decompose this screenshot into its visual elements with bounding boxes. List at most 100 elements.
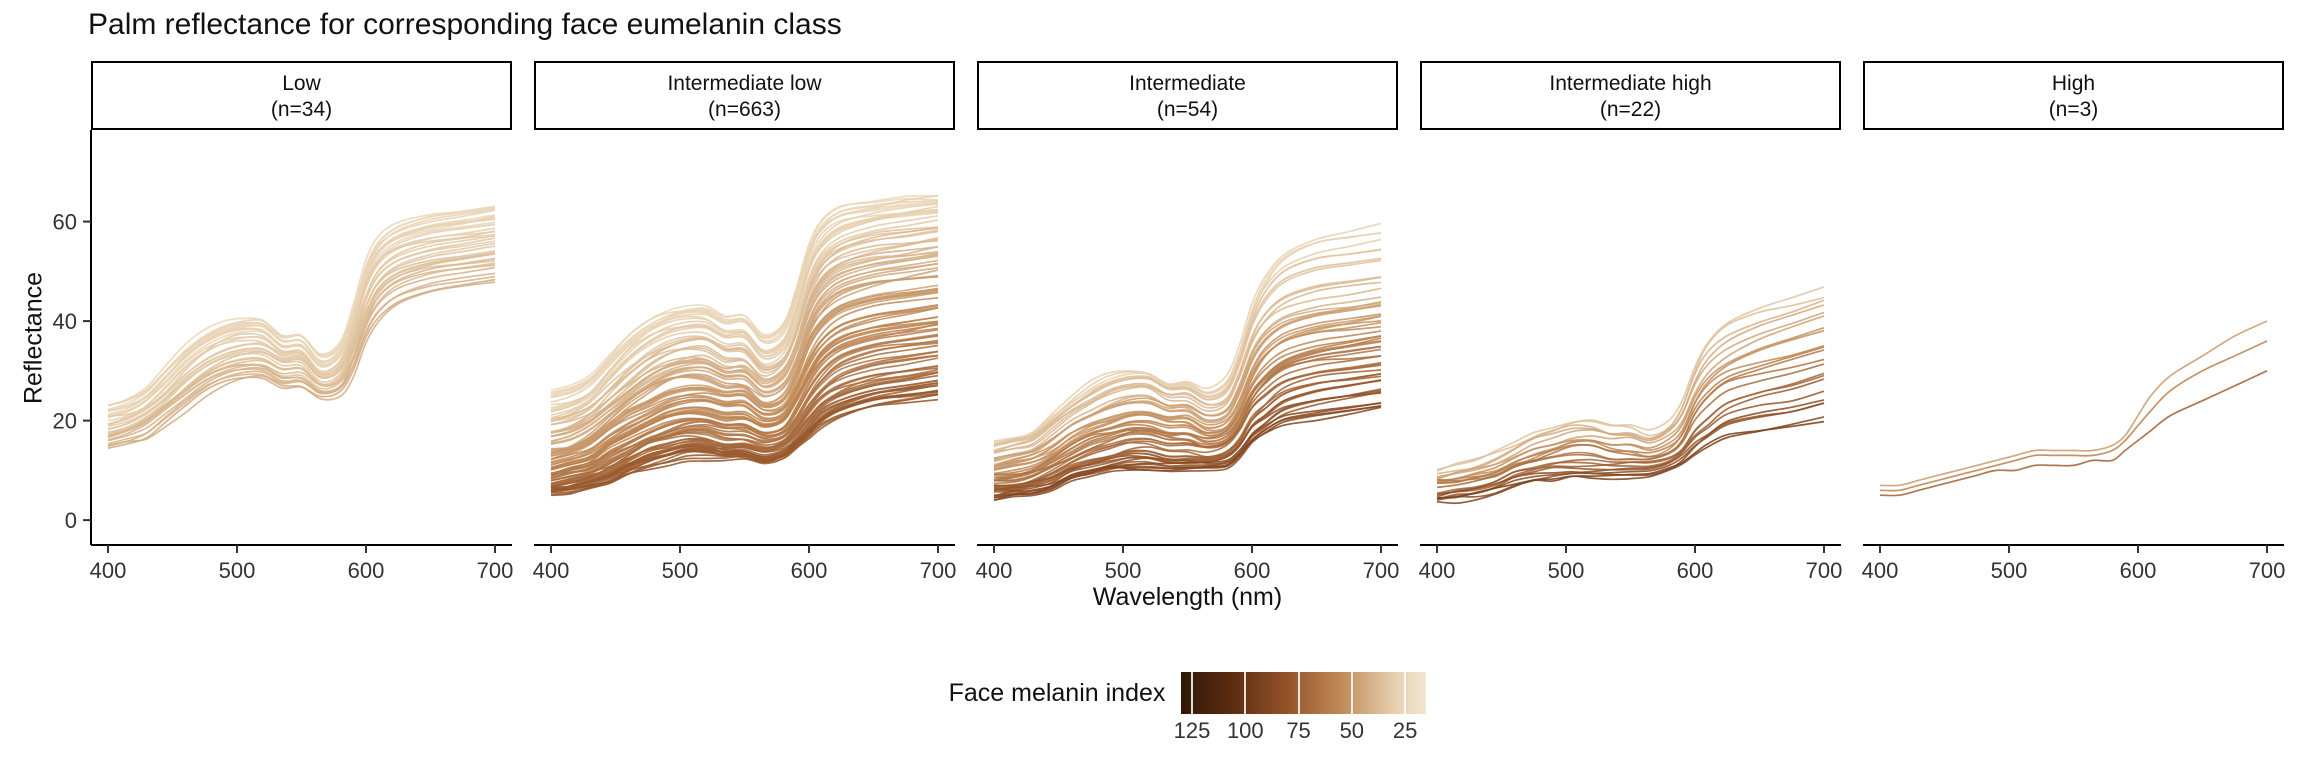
reflectance-line: [550, 398, 939, 491]
y-tick-label: 20: [53, 409, 77, 434]
x-tick-label: 600: [348, 558, 385, 583]
x-tick-label: 400: [976, 558, 1013, 583]
reflectance-line: [993, 337, 1382, 481]
x-tick-label: 600: [1234, 558, 1271, 583]
facet-panel-intermediate: [993, 222, 1382, 502]
x-tick-label: 500: [1548, 558, 1585, 583]
reflectance-line: [550, 226, 939, 423]
reflectance-line: [550, 208, 939, 409]
reflectance-line: [550, 287, 939, 457]
colorbar-gradient: [1181, 672, 1427, 714]
reflectance-line: [1436, 296, 1825, 472]
colorbar-tick-label: 25: [1392, 718, 1418, 743]
x-tick-label: 700: [2249, 558, 2286, 583]
x-tick-label: 400: [1419, 558, 1456, 583]
reflectance-line: [550, 323, 939, 471]
colorbar-tick-label: 75: [1286, 718, 1311, 743]
reflectance-line: [550, 227, 939, 421]
facet-label-low: Low: [282, 72, 321, 95]
reflectance-line: [550, 288, 939, 454]
reflectance-line: [550, 344, 939, 479]
reflectance-line: [550, 304, 939, 463]
facet-strip-intermediate-low: [534, 61, 955, 130]
facet-strip-low: [91, 61, 512, 130]
reflectance-line: [550, 342, 939, 476]
reflectance-line: [550, 267, 939, 446]
reflectance-line: [550, 316, 939, 469]
reflectance-line: [1436, 363, 1825, 489]
facet-label-intermediate-high: Intermediate high: [1549, 72, 1711, 95]
reflectance-line: [550, 202, 939, 404]
reflectance-line: [1436, 315, 1825, 481]
reflectance-line: [107, 262, 496, 439]
x-tick-label: 500: [1105, 558, 1142, 583]
reflectance-line: [550, 381, 939, 489]
x-tick-label: 600: [2120, 558, 2157, 583]
reflectance-line: [550, 259, 939, 442]
reflectance-line: [550, 236, 939, 433]
reflectance-line: [107, 245, 496, 434]
reflectance-line: [550, 253, 939, 438]
reflectance-line: [550, 321, 939, 469]
x-tick-label: 600: [1677, 558, 1714, 583]
colorbar-tick: [1191, 672, 1194, 714]
reflectance-line: [550, 291, 939, 457]
reflectance-line: [993, 354, 1382, 476]
x-tick-label: 700: [1806, 558, 1843, 583]
reflectance-line: [1436, 420, 1825, 499]
x-tick-label: 700: [920, 558, 957, 583]
facet-panel-low: [107, 205, 496, 450]
x-tick-label: 400: [1862, 558, 1899, 583]
reflectance-line: [993, 222, 1382, 444]
reflectance-line: [550, 367, 939, 482]
reflectance-line: [550, 200, 939, 396]
facet-count-high: (n=3): [2049, 98, 2099, 121]
y-tick-label: 60: [53, 210, 77, 235]
reflectance-line: [993, 281, 1382, 454]
reflectance-line: [550, 274, 939, 453]
x-tick-label: 700: [477, 558, 514, 583]
reflectance-line: [550, 357, 939, 485]
x-tick-label: 400: [533, 558, 570, 583]
reflectance-line: [993, 276, 1382, 454]
reflectance-line: [993, 379, 1382, 493]
y-tick-label: 40: [53, 309, 77, 334]
facet-count-intermediate: (n=54): [1157, 98, 1218, 121]
reflectance-line: [1436, 304, 1825, 479]
reflectance-line: [107, 221, 496, 417]
reflectance-line: [1879, 320, 2268, 487]
reflectance-line: [993, 257, 1382, 446]
colorbar: 125 100 75 50 25: [1174, 672, 1427, 743]
chart-title: Palm reflectance for corresponding face …: [88, 8, 842, 41]
facet-panel-intermediate-high: [1436, 286, 1825, 505]
colorbar-tick-label: 100: [1226, 718, 1264, 743]
facet-count-intermediate-high: (n=22): [1600, 98, 1661, 121]
facet-strip-intermediate-high: [1420, 61, 1841, 130]
colorbar-legend: Face melanin index 125 100 75 50 25: [91, 648, 2284, 743]
legend-title: Face melanin index: [948, 679, 1166, 707]
reflectance-line: [993, 406, 1382, 502]
reflectance-line: [550, 393, 939, 497]
facet-count-intermediate-low: (n=663): [708, 98, 781, 121]
reflectance-line: [107, 272, 496, 448]
x-tick-label: 500: [219, 558, 256, 583]
facet-strip-high: [1863, 61, 2284, 130]
reflectance-line: [107, 264, 496, 441]
reflectance-line: [993, 304, 1382, 463]
x-tick-label: 700: [1363, 558, 1400, 583]
reflectance-line: [993, 364, 1382, 487]
reflectance-line: [1436, 329, 1825, 484]
reflectance-line: [993, 405, 1382, 502]
reflectance-line: [993, 313, 1382, 468]
reflectance-line: [550, 382, 939, 492]
reflectance-line: [993, 325, 1382, 471]
reflectance-line: [550, 354, 939, 486]
x-tick-label: 500: [662, 558, 699, 583]
x-tick-label: 400: [90, 558, 127, 583]
reflectance-line: [550, 370, 939, 487]
facet-strip-intermediate: [977, 61, 1398, 130]
reflectance-line: [993, 287, 1382, 453]
facet-panel-high: [1879, 320, 2268, 497]
